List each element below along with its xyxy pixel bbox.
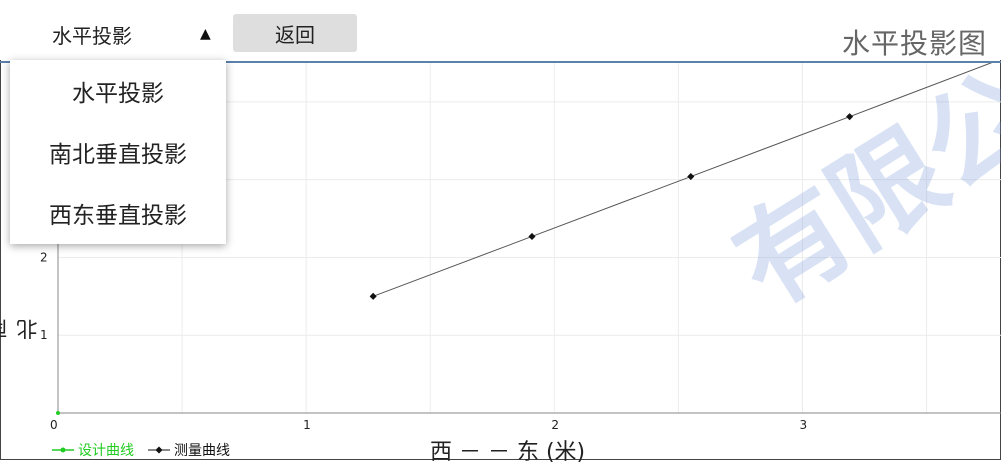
measured-curve-point [528,232,536,240]
x-axis-label: 西 － － 东 (米) [430,440,586,465]
y-axis-label: 南 － － 北 [0,263,40,340]
title-underline [0,61,1001,63]
option-horizontal-projection[interactable]: 水平投影 [72,80,164,107]
option-west-east-vertical[interactable]: 西东垂直投影 [49,202,187,229]
caret-up-icon: ▲ [200,26,211,42]
back-button[interactable]: 返回 [233,14,357,52]
x-tick-label: 0 [50,418,58,432]
measured-curve-point [687,173,695,181]
projection-mode-dropdown: 水平投影 南北垂直投影 西东垂直投影 [10,60,226,244]
measured-curve-point [846,113,854,121]
y-tick-label: 1 [40,328,48,342]
legend-design-marker [52,447,74,453]
legend-design-curve: 设计曲线 [52,440,134,460]
legend-measured-curve: 测量曲线 [148,440,230,460]
legend-measured-marker [148,446,170,454]
projection-mode-value: 水平投影 [52,23,132,48]
chart-legend: 设计曲线 测量曲线 [52,440,244,460]
y-tick-label: 2 [40,250,48,264]
design-curve-point [56,411,60,415]
measured-curve-point [369,292,377,300]
legend-measured-label: 测量曲线 [174,443,230,459]
page-title: 水平投影图 [841,27,987,60]
legend-design-label: 设计曲线 [78,443,134,459]
x-tick-label: 3 [799,418,807,432]
x-tick-label: 1 [303,418,311,432]
option-north-south-vertical[interactable]: 南北垂直投影 [49,141,187,168]
toolbar: 水平投影 ▲ 返回 水平投影图 [0,0,1001,60]
x-tick-label: 2 [551,418,559,432]
projection-mode-select[interactable]: 水平投影 ▲ [30,18,230,50]
